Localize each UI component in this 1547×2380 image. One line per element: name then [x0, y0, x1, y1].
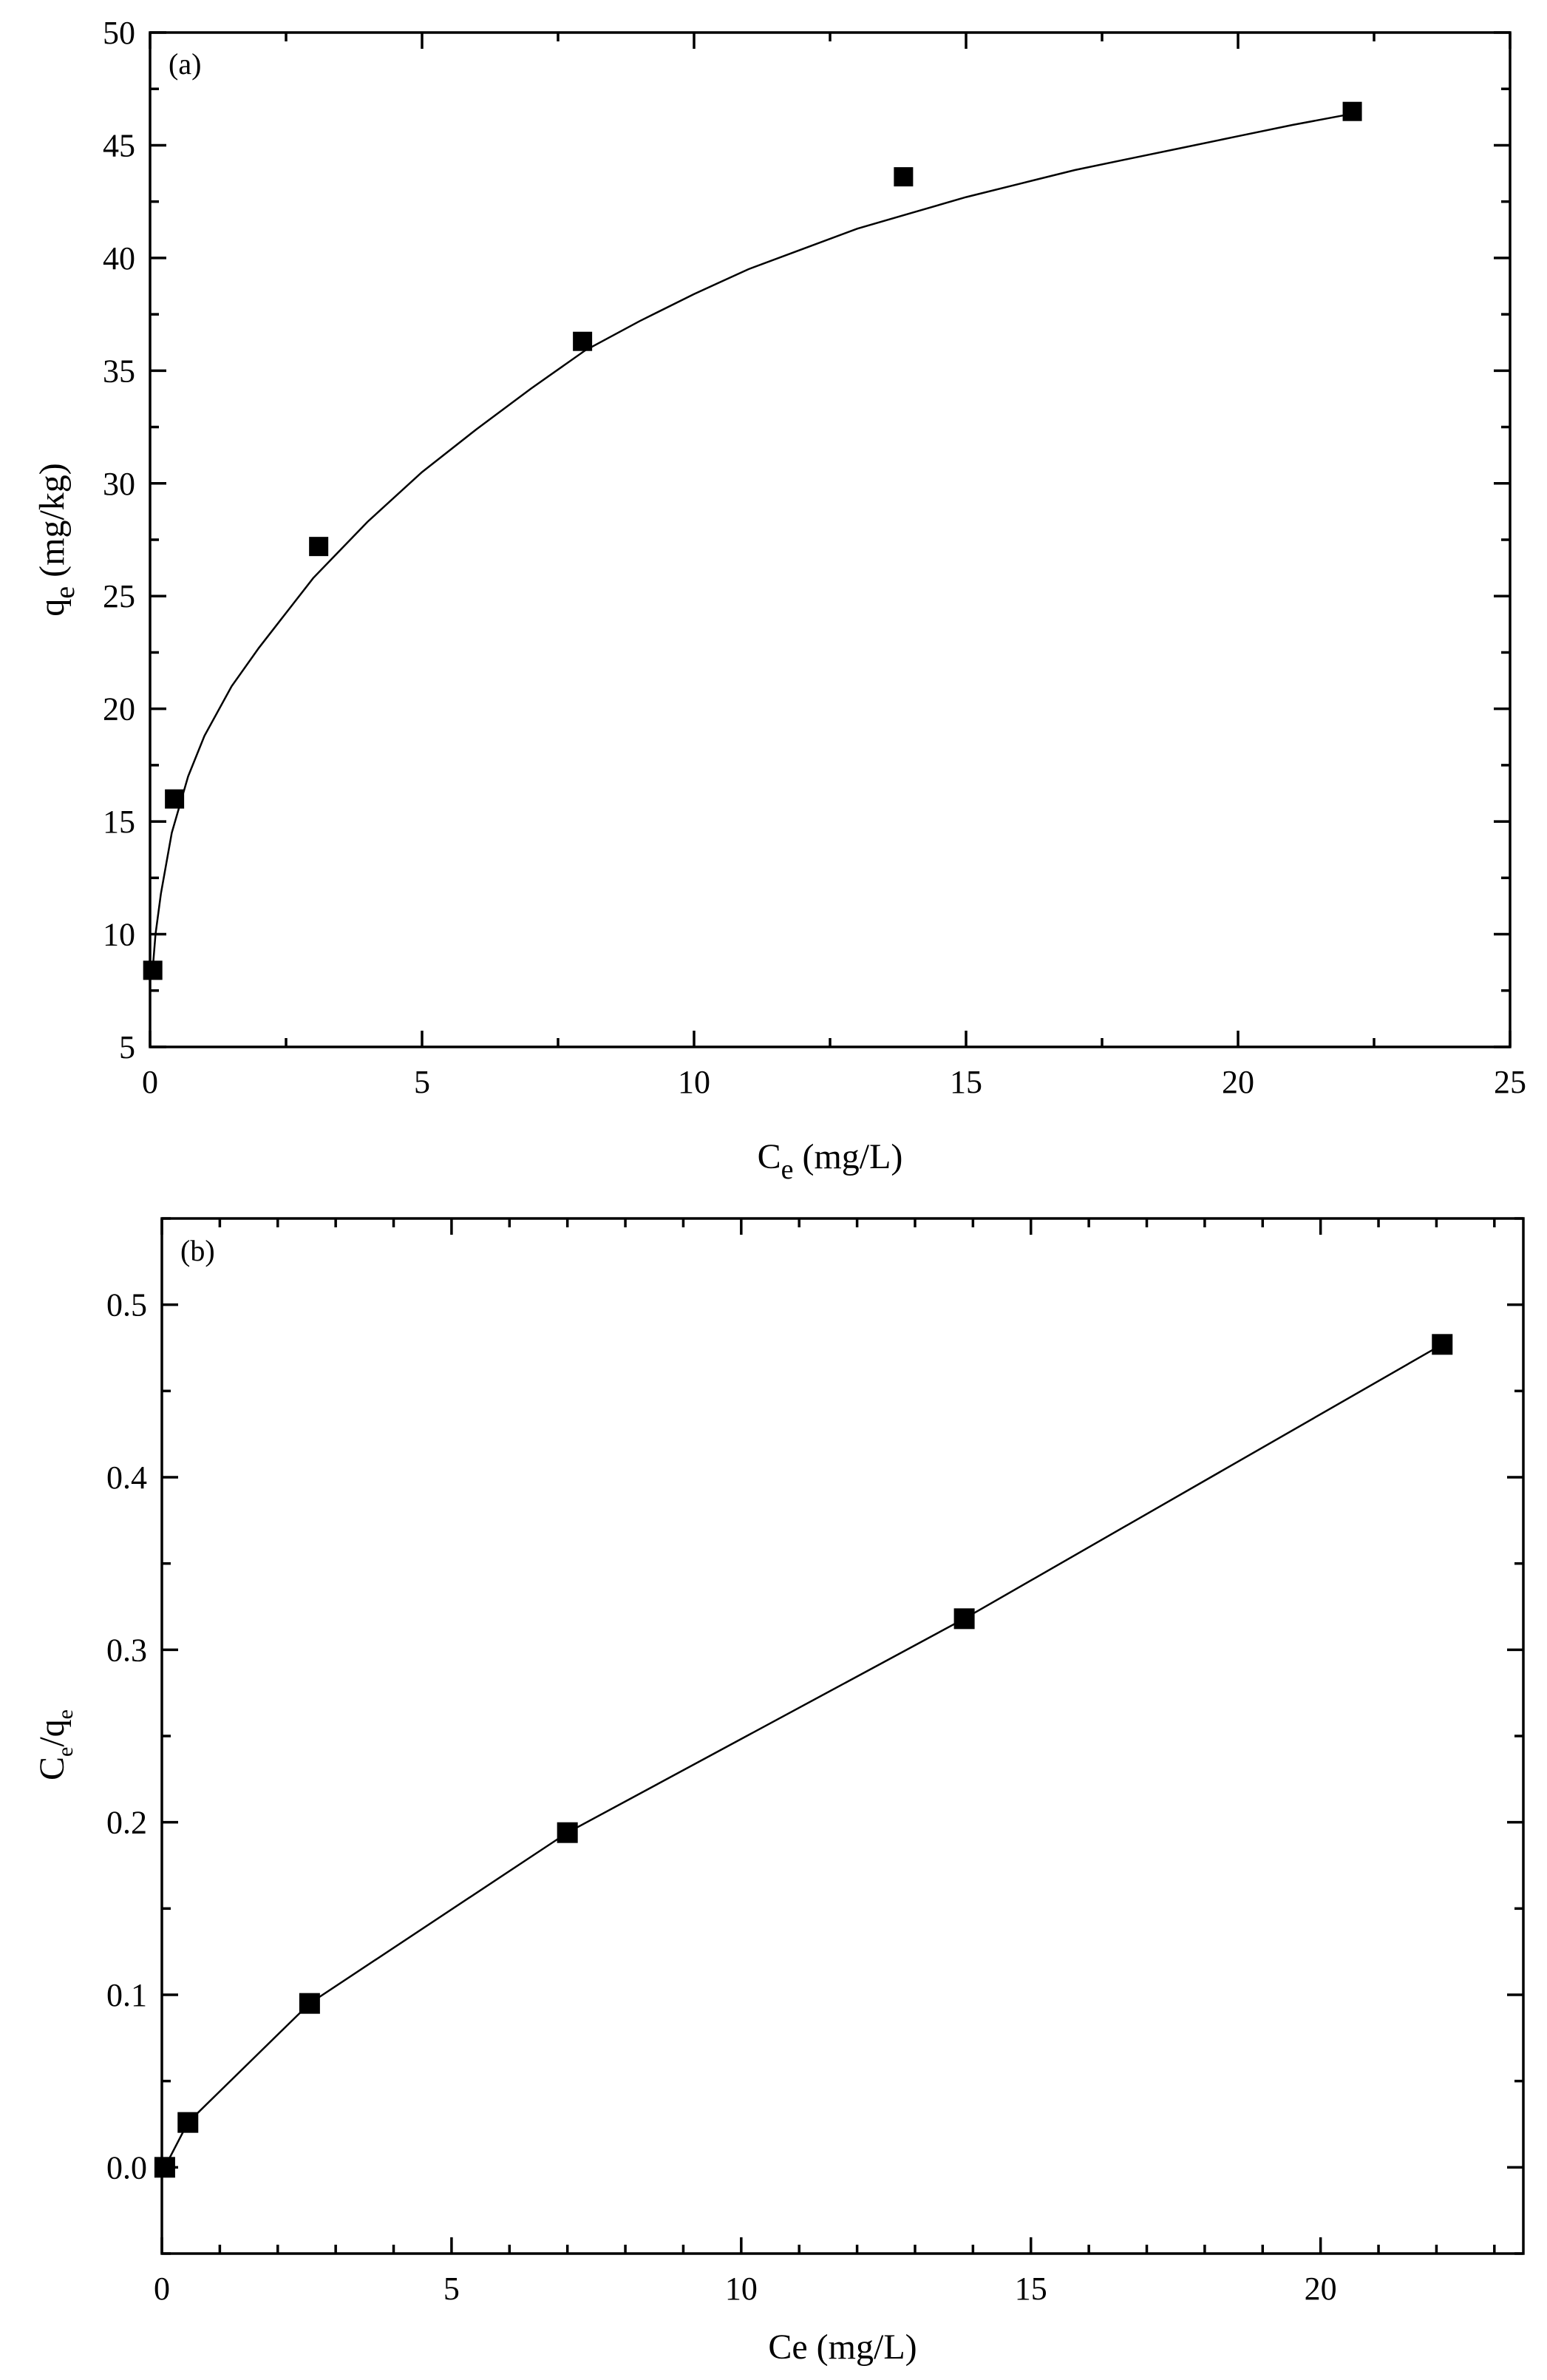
y-tick-labels-b: 0.0 0.1 0.2 0.3 0.4 0.5 [106, 1287, 147, 2186]
data-point [557, 1822, 578, 1843]
y-tick-label: 0.3 [106, 1632, 147, 1668]
y-axis-title-b: Ce/qe [33, 1709, 78, 1780]
axis-ticks-b [160, 1217, 1523, 2255]
y-tick-label: 10 [103, 917, 135, 953]
x-tick-label: 25 [1494, 1064, 1526, 1100]
x-tick-label: 0 [142, 1064, 158, 1100]
data-point [894, 167, 914, 187]
y-tick-label: 20 [103, 691, 135, 728]
fit-curve-a [152, 112, 1353, 969]
x-tick-label: 10 [725, 2271, 758, 2307]
data-point [1432, 1334, 1453, 1355]
data-point [154, 2157, 175, 2178]
data-point [299, 1993, 320, 2014]
data-point [143, 960, 163, 980]
data-points-b [154, 1334, 1453, 2178]
x-tick-label: 0 [154, 2271, 170, 2307]
x-tick-label: 5 [443, 2271, 460, 2307]
x-axis-title-a: Ce (mg/L) [758, 1137, 903, 1185]
y-axis-title-a: qe (mg/kg) [33, 463, 81, 617]
y-tick-label: 5 [119, 1029, 135, 1065]
y-tick-label: 0.2 [106, 1805, 147, 1841]
x-tick-label: 5 [414, 1064, 430, 1100]
y-tick-labels-a: 5 10 15 20 25 30 35 40 45 50 [103, 15, 135, 1065]
y-tick-label: 0.1 [106, 1977, 147, 2013]
data-point [953, 1608, 975, 1630]
x-tick-label: 10 [678, 1064, 710, 1100]
x-tick-label: 20 [1305, 2271, 1337, 2307]
x-axis-title-b: Ce (mg/L) [768, 2328, 917, 2367]
data-point [1342, 101, 1362, 121]
x-tick-label: 15 [1015, 2271, 1047, 2307]
y-tick-label: 15 [103, 804, 135, 840]
y-tick-label: 30 [103, 466, 135, 502]
axis-ticks-a [149, 31, 1512, 1048]
y-tick-label: 0.5 [106, 1287, 147, 1323]
y-tick-label: 0.4 [106, 1459, 147, 1496]
y-tick-label: 35 [103, 353, 135, 389]
y-tick-label: 50 [103, 15, 135, 51]
data-point [309, 537, 329, 557]
y-tick-label: 40 [103, 240, 135, 277]
data-point [165, 789, 185, 809]
chart-panel-b: 0 5 10 15 20 0.0 0.1 0.2 0.3 0.4 0.5 (b) Ce (mg/L… [33, 1217, 1525, 2367]
panel-label-b: (b) [180, 1234, 215, 1267]
x-tick-label: 20 [1222, 1064, 1254, 1100]
y-tick-label: 25 [103, 578, 135, 614]
x-tick-label: 15 [950, 1064, 982, 1100]
data-points-a [143, 101, 1362, 980]
y-tick-label: 0.0 [106, 2149, 147, 2186]
data-point [177, 2112, 199, 2133]
panel-label-a: (a) [169, 47, 201, 81]
x-tick-labels-a: 0 5 10 15 20 25 [142, 1064, 1526, 1100]
x-tick-labels-b: 0 5 10 15 20 [154, 2271, 1337, 2307]
y-tick-label: 45 [103, 127, 135, 163]
data-point [573, 331, 593, 351]
